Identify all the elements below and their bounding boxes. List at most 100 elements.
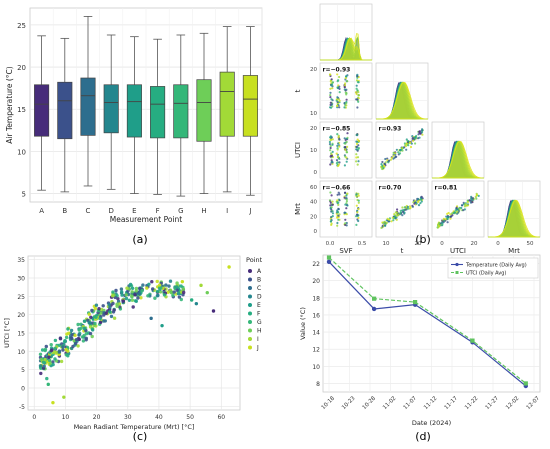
pair-point [447,211,450,215]
pair-cell-UTCI-UTCI [431,121,485,179]
scatter-point-I [125,286,129,290]
pair-point [402,210,405,214]
pair-point [419,202,422,205]
pair-point [474,195,477,198]
scatter-point-H [130,290,134,294]
scatter-point-J [227,265,231,269]
scatter-point-H [169,290,174,295]
pair-point [329,96,332,99]
pair-xtick: 50 [527,241,534,247]
scatter-point-H [181,287,186,291]
ytick-label-c: 5 [21,367,25,374]
pair-point [338,138,341,141]
y-axis-label-a: Air Temperature (°C) [5,66,14,143]
pair-point [355,84,358,87]
scatter-point-C [61,345,65,349]
series-marker-1 [523,381,528,386]
pair-point [417,199,420,202]
pair-point [338,106,341,109]
scatter-point-H [130,298,135,302]
ytick-label-a: 15 [17,106,26,114]
pair-xtick: 20 [471,241,478,247]
scatter-point-J [157,283,162,287]
pair-xtick: 0.0 [326,241,335,247]
x-axis-label-d: Date (2024) [412,419,451,427]
pair-point [336,86,339,89]
xtick-label-a: D [109,207,114,215]
pair-point [456,205,459,208]
pair-xlabel-SVF: SVF [339,247,352,255]
legend-marker-C [248,286,252,290]
xtick-label-d: 10-28 [362,395,378,411]
scatter-point-J [73,333,77,338]
pair-point [329,80,332,83]
pair-point [336,155,340,158]
scatter-point-B [51,360,55,364]
corr-bg [321,123,346,133]
pair-point [383,164,386,167]
legend-label-E: E [257,302,261,309]
ytick-label-c: 30 [17,276,25,283]
pair-point [417,133,420,136]
ytick-label-d: 14 [312,330,320,337]
pair-point [336,209,339,212]
pair-point [437,224,440,227]
scatter-point-C [109,314,114,319]
pair-point [331,215,334,218]
xtick-label-d: 11-27 [485,395,501,411]
pair-point [384,161,387,164]
scatter-point-B [74,341,78,346]
pair-point [414,142,417,145]
pair-point [338,91,341,94]
pair-point [406,205,409,208]
pair-cell-t-t [375,62,429,120]
pair-point [410,142,413,145]
pair-point [356,73,359,76]
scatter-point-G [171,293,175,297]
pair-point [331,150,334,153]
pair-point [345,75,348,78]
pair-point [356,134,359,137]
scatter-point-D [38,364,43,368]
pair-point [336,148,339,151]
legend-label-F: F [257,311,261,318]
legend-marker-D [248,294,252,299]
pair-point [355,79,359,82]
pair-point [407,207,410,210]
pair-point [401,214,404,217]
pair-point [329,73,332,76]
pair-xlabel-t: t [401,247,404,255]
pair-point [466,204,469,207]
pair-point [355,140,358,143]
pair-point [401,149,404,152]
xtick-label-d: 11-07 [403,395,419,411]
scatter-point-H [175,281,179,285]
pair-point [411,137,414,140]
pair-point [330,223,333,226]
pair-point [343,137,346,140]
pair-point [336,104,339,107]
panel-a-boxplot: 5 10 15 20 25 A B C D E F G H I J Measurement Point Air … [5,7,263,224]
pair-point [356,96,360,99]
scatter-point-B [90,308,94,313]
pair-point [345,197,348,200]
scatter-point-H [90,334,94,339]
pair-point [401,206,404,209]
pair-xlabel-Mrt: Mrt [508,247,520,255]
scatter-point-G [43,348,47,353]
scatter-point-E [130,286,135,290]
pair-point [380,226,383,229]
pair-point [345,102,348,105]
pair-point [399,149,402,152]
ytick-label-c: 15 [17,331,25,338]
pair-point [336,224,339,227]
xtick-label-c: 50 [186,414,194,421]
corr-label-UTCI-t: r=0.93 [379,126,402,133]
pair-point [329,138,332,141]
pair-point [345,207,348,210]
pair-point [338,199,341,202]
pair-point [381,160,384,164]
scatter-point-J [51,400,55,405]
pair-point [356,98,359,101]
